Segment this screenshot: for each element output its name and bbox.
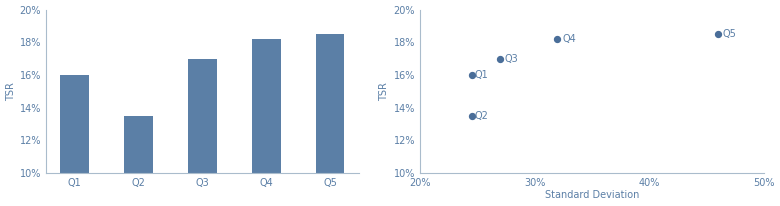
- Point: [551, 37, 564, 41]
- Text: Q2: Q2: [475, 111, 489, 121]
- Point: [465, 73, 477, 76]
- Text: Q4: Q4: [562, 34, 576, 44]
- Bar: [252, 39, 281, 206]
- Text: Q1: Q1: [475, 70, 489, 80]
- Bar: [124, 116, 153, 206]
- Bar: [188, 59, 217, 206]
- Point: [494, 57, 506, 60]
- Bar: [60, 75, 89, 206]
- Text: Q5: Q5: [722, 29, 736, 39]
- Y-axis label: TSR: TSR: [5, 82, 16, 101]
- Bar: [316, 34, 345, 206]
- Y-axis label: TSR: TSR: [379, 82, 389, 101]
- Text: Q3: Q3: [505, 54, 519, 63]
- X-axis label: Standard Deviation: Standard Deviation: [544, 190, 639, 200]
- Point: [465, 114, 477, 117]
- Point: [711, 32, 724, 36]
